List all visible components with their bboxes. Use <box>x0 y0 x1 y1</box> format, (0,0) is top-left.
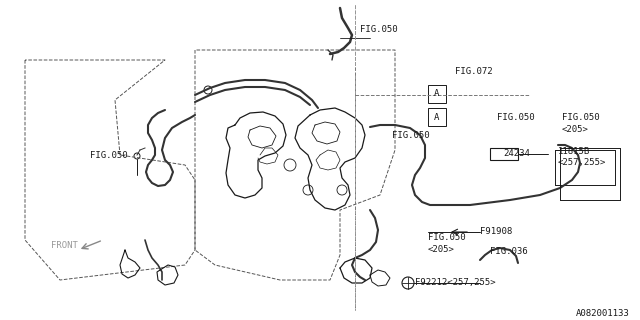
Text: A082001133: A082001133 <box>576 308 630 317</box>
Bar <box>428 108 446 126</box>
Text: FIG.050: FIG.050 <box>428 234 466 243</box>
Text: FIG.050: FIG.050 <box>360 26 397 35</box>
Text: FIG.036: FIG.036 <box>490 247 527 257</box>
Bar <box>490 148 518 160</box>
Text: <257,255>: <257,255> <box>558 158 606 167</box>
Text: FIG.050: FIG.050 <box>497 114 534 123</box>
Text: F92212<257,255>: F92212<257,255> <box>415 278 495 287</box>
Text: FRONT: FRONT <box>51 241 78 250</box>
Text: 11815B: 11815B <box>558 148 590 156</box>
Text: F91908: F91908 <box>480 228 512 236</box>
Bar <box>428 85 446 103</box>
Text: FIG.072: FIG.072 <box>455 68 493 76</box>
Text: A: A <box>435 90 440 99</box>
Text: <205>: <205> <box>428 245 455 254</box>
Text: A: A <box>435 113 440 122</box>
Text: FIG.050: FIG.050 <box>392 131 429 140</box>
Text: <205>: <205> <box>562 125 589 134</box>
Text: 24234: 24234 <box>503 149 530 158</box>
Text: FIG.050: FIG.050 <box>562 114 600 123</box>
Text: FIG.050: FIG.050 <box>90 150 127 159</box>
